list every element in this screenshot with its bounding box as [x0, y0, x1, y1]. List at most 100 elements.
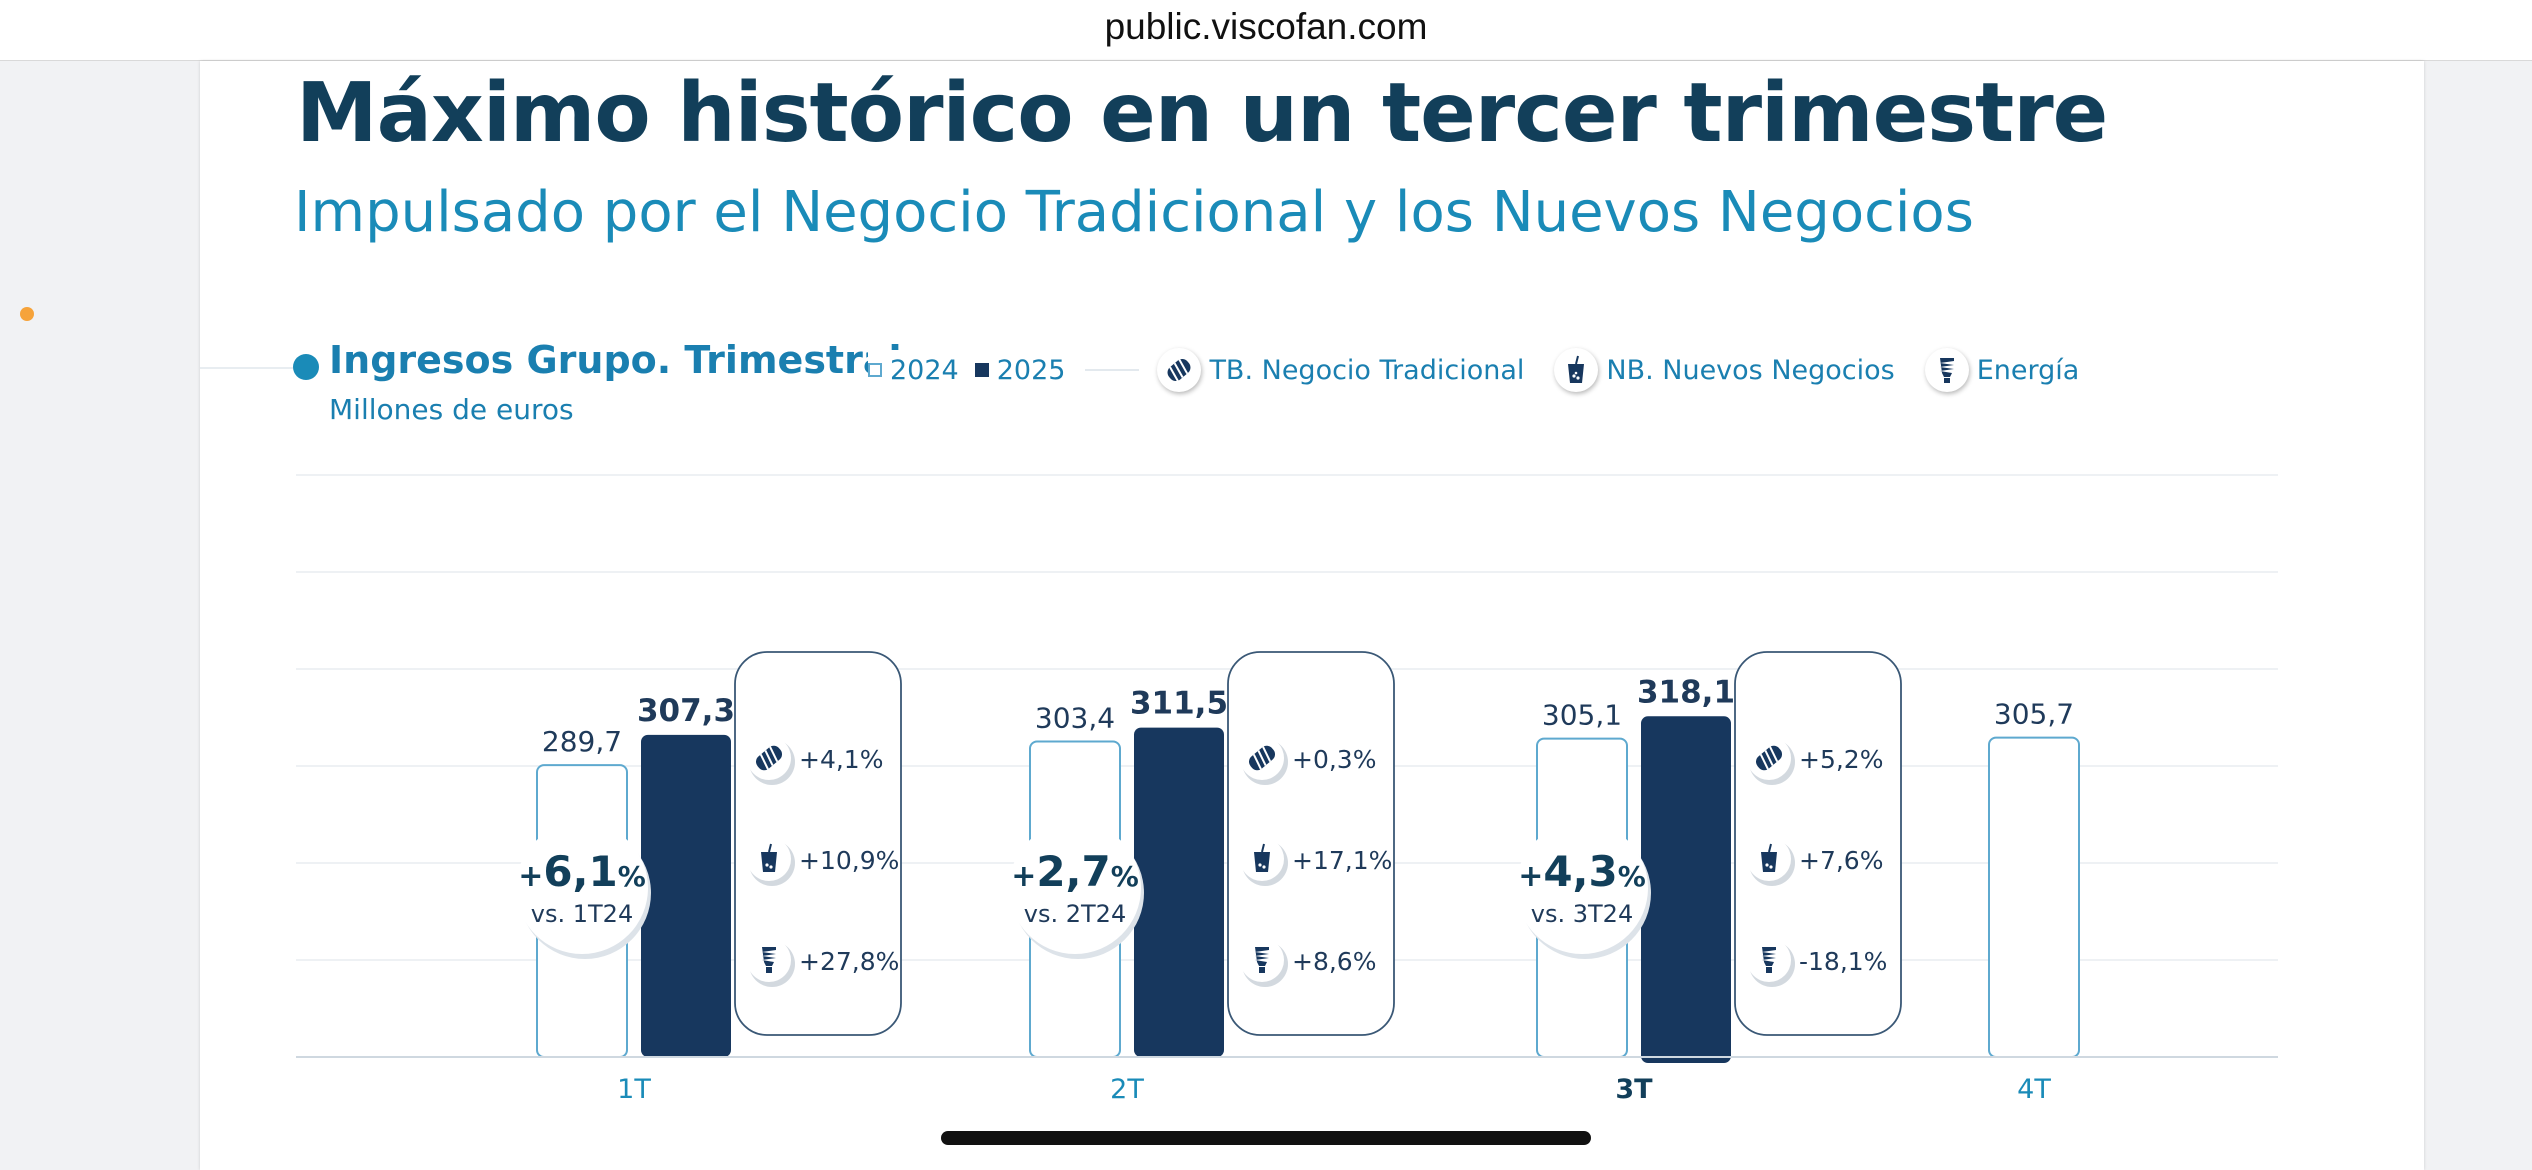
legend-swatch-2024	[868, 363, 882, 377]
legend-label-tb: TB. Negocio Tradicional	[1209, 354, 1525, 386]
breakdown-value-tb: +0,3%	[1292, 745, 1376, 774]
lightbulb-icon	[1747, 938, 1795, 987]
growth-percent: +2,7%	[1011, 847, 1139, 896]
breakdown-value-energia: -18,1%	[1799, 947, 1887, 976]
breakdown-value-tb: +5,2%	[1799, 745, 1883, 774]
bulb-base	[1259, 967, 1265, 973]
x-tick-label: 2T	[1110, 1074, 1144, 1105]
icon-background	[1747, 938, 1791, 982]
drink-cup-icon	[747, 837, 795, 886]
chart-unit: Millones de euros	[329, 393, 574, 426]
breakdown-value-tb: +4,1%	[799, 745, 883, 774]
sausage-ring	[759, 754, 769, 770]
sausage-ring	[1257, 750, 1267, 766]
bulb-body	[1762, 947, 1776, 966]
sausage-ring	[769, 746, 779, 762]
legend-item-energia: Energía	[1924, 348, 2079, 392]
sausage-ring	[764, 750, 774, 766]
highlight-dot	[20, 307, 34, 321]
bar-value-label-2025: 318,1	[1637, 674, 1735, 710]
legend-item-tb: TB. Negocio Tradicional	[1157, 348, 1524, 392]
lightbulb-icon	[1924, 348, 1969, 392]
left-gutter	[0, 61, 200, 1170]
lightbulb-icon	[747, 938, 795, 987]
breakdown-value-nb: +17,1%	[1292, 846, 1392, 875]
breakdown-value-energia: +8,6%	[1292, 947, 1376, 976]
home-indicator[interactable]	[941, 1131, 1591, 1145]
bar-value-label-2025: 311,5	[1130, 686, 1228, 722]
growth-percent: +4,3%	[1518, 847, 1646, 896]
url-text[interactable]: public.viscofan.com	[1104, 6, 1428, 47]
growth-circle	[1516, 822, 1648, 954]
page-title: Máximo histórico en un tercer trimestre	[296, 66, 2108, 161]
sausage-ring	[1759, 754, 1769, 770]
sausage-ring	[1252, 754, 1262, 770]
bar-value-label-2024: 289,7	[542, 725, 622, 758]
x-tick-label: 3T	[1615, 1074, 1653, 1105]
header-rule-left	[200, 367, 300, 369]
cup-straw	[768, 843, 772, 853]
cup-body	[1254, 852, 1270, 872]
sausage-casing-icon	[747, 736, 795, 785]
x-tick-label: 1T	[617, 1074, 651, 1105]
drink-cup-icon	[1747, 837, 1795, 886]
bar-2025	[1134, 727, 1224, 1057]
bar-value-label-2024: 303,4	[1035, 702, 1115, 735]
legend-label-nb: NB. Nuevos Negocios	[1606, 354, 1895, 386]
bulb-body	[762, 947, 776, 966]
breakdown-value-energia: +27,8%	[799, 947, 899, 976]
legend-swatch-2025	[974, 363, 989, 377]
drink-cup-icon	[1240, 837, 1288, 886]
growth-vs-label: vs. 2T24	[1024, 900, 1126, 928]
growth-vs-label: vs. 3T24	[1531, 900, 1633, 928]
sausage-shape	[755, 745, 783, 771]
browser-address-bar: public.viscofan.com	[0, 0, 2532, 61]
legend-separator	[1085, 369, 1140, 371]
bulb-base	[766, 967, 772, 973]
growth-value: 2,7	[1036, 847, 1110, 896]
growth-percent: +6,1%	[518, 847, 646, 896]
bar-value-label-2024: 305,7	[1994, 698, 2074, 731]
growth-percent-sign: %	[1618, 860, 1646, 893]
growth-vs-label: vs. 1T24	[531, 900, 633, 928]
icon-background	[1240, 938, 1284, 982]
growth-circle	[1009, 822, 1141, 954]
chart-title: Ingresos Grupo. Trimestral	[329, 338, 914, 382]
growth-percent-sign: %	[1111, 860, 1139, 893]
cup-body	[1761, 852, 1777, 872]
bar-value-label-2024: 305,1	[1542, 699, 1622, 732]
bar-2025	[1641, 716, 1731, 1063]
sausage-shape	[1248, 745, 1276, 771]
bulb-body	[1255, 947, 1269, 966]
sausage-ring	[1764, 750, 1774, 766]
growth-plus-sign: +	[1518, 859, 1543, 894]
breakdown-value-nb: +7,6%	[1799, 846, 1883, 875]
legend-label-2025: 2025	[996, 354, 1066, 386]
lightbulb-icon	[1240, 938, 1288, 987]
chart-title-dot	[293, 354, 319, 380]
growth-percent-sign: %	[618, 860, 646, 893]
bulb-base	[1766, 967, 1772, 973]
sausage-ring	[1769, 746, 1779, 762]
growth-circle	[516, 822, 648, 954]
sausage-casing-icon	[1240, 736, 1288, 785]
x-tick-label: 4T	[2017, 1074, 2051, 1105]
growth-value: 6,1	[543, 847, 617, 896]
page-subtitle: Impulsado por el Negocio Tradicional y l…	[294, 180, 1974, 245]
drink-cup-icon	[1554, 348, 1599, 392]
cup-bubble	[1258, 863, 1262, 867]
icon-background	[747, 938, 791, 982]
cup-body	[761, 852, 777, 872]
legend-item-2024: 2024	[868, 355, 959, 386]
chart-legend: 2024 2025 TB. Negocio Tradicional NB. Nu…	[868, 348, 2096, 392]
legend-item-nb: NB. Nuevos Negocios	[1554, 348, 1895, 392]
bar-2024	[1988, 736, 2080, 1058]
legend-label-2024: 2024	[890, 354, 959, 386]
cup-bubble	[769, 865, 773, 869]
bar-2025	[641, 734, 731, 1057]
cup-straw	[1768, 843, 1772, 853]
right-gutter	[2424, 61, 2532, 1170]
growth-plus-sign: +	[518, 859, 543, 894]
cup-straw	[1261, 843, 1265, 853]
